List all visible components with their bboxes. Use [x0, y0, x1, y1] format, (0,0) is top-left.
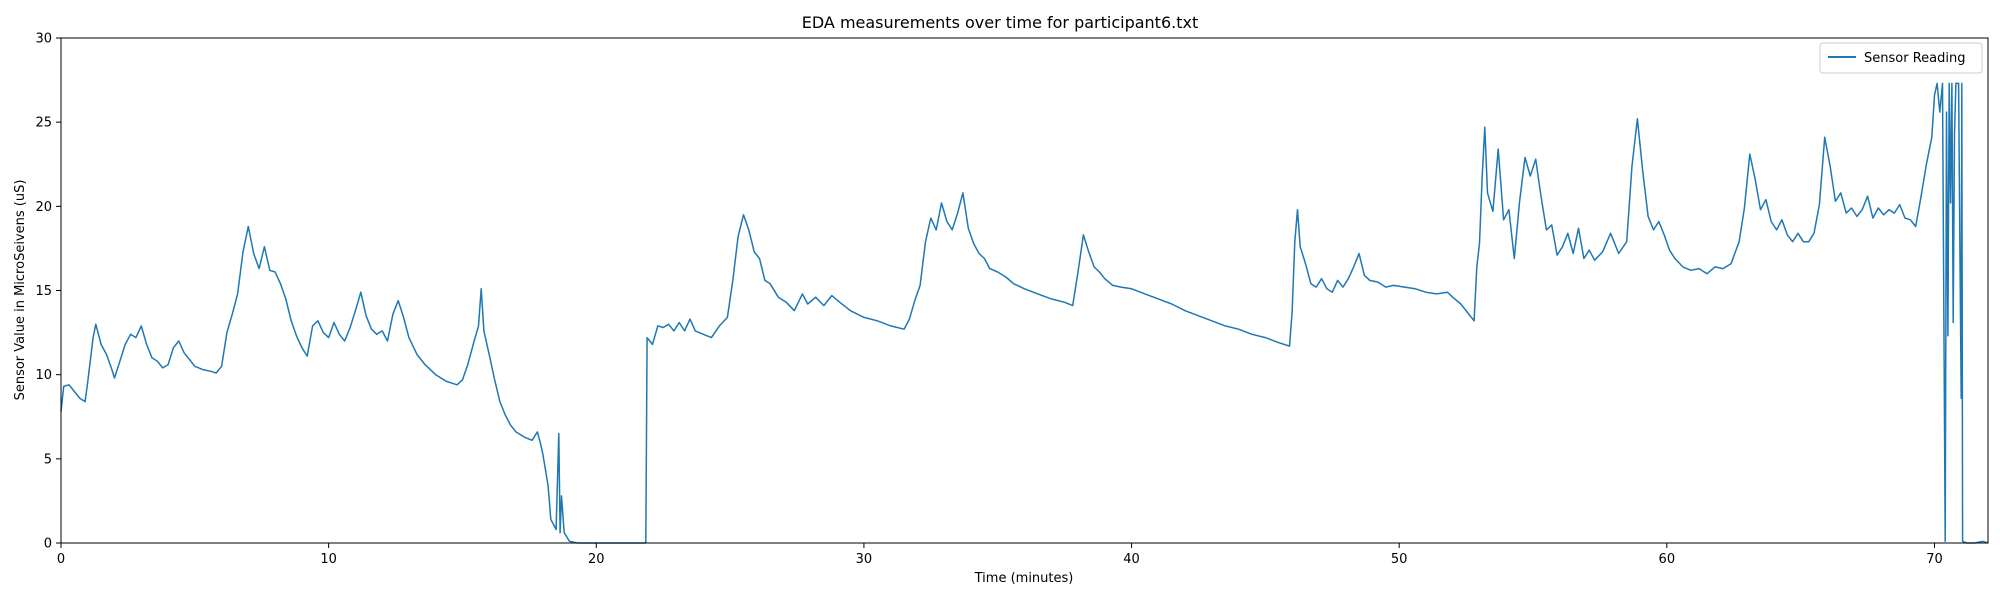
x-tick-label: 50 [1391, 552, 1408, 567]
legend: Sensor Reading [1819, 42, 1983, 74]
x-tick-label: 30 [856, 552, 873, 567]
series-line-sensor-reading [60, 82, 1989, 544]
y-tick-label: 10 [35, 368, 52, 383]
legend-box [1819, 42, 1983, 74]
y-axis-ticks: 0 5 10 15 20 25 30 [35, 32, 61, 552]
x-tick-label: 70 [1926, 552, 1943, 567]
x-tick-label: 20 [588, 552, 605, 567]
y-axis-label: Sensor Value in MicroSeivens (uS) [13, 180, 28, 401]
y-tick-label: 30 [35, 32, 52, 47]
x-tick-label: 0 [57, 552, 65, 567]
x-tick-label: 10 [320, 552, 337, 567]
series-layer [60, 82, 1989, 544]
x-tick-label: 60 [1659, 552, 1676, 567]
x-axis-label: Time (minutes) [974, 571, 1074, 586]
y-tick-label: 0 [44, 537, 52, 552]
y-tick-label: 25 [35, 116, 52, 131]
x-tick-label: 40 [1123, 552, 1140, 567]
y-tick-label: 5 [44, 452, 52, 467]
x-axis-ticks: 0 10 20 30 40 50 60 70 [57, 543, 1943, 567]
legend-label-sensor-reading: Sensor Reading [1864, 51, 1965, 66]
y-tick-label: 20 [35, 200, 52, 215]
chart-title: EDA measurements over time for participa… [802, 13, 1198, 32]
y-tick-label: 15 [35, 284, 52, 299]
